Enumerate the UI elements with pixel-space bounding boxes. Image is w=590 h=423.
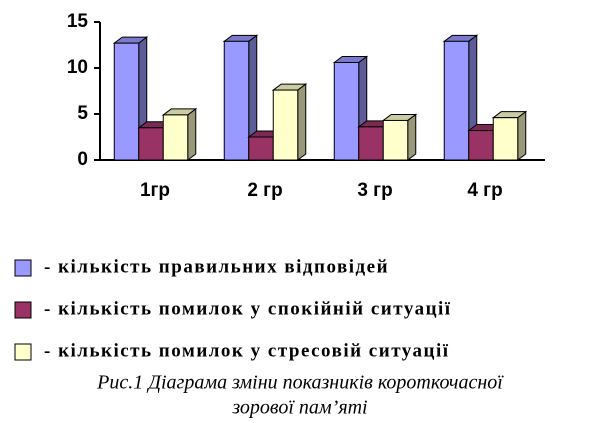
legend-label: - кількість помилок у стресовій ситуації xyxy=(44,340,450,361)
bar xyxy=(382,119,409,161)
y-tick-label: 15 xyxy=(67,11,89,32)
bar xyxy=(223,40,250,161)
bar xyxy=(443,40,470,161)
bar-side xyxy=(187,107,197,161)
bar xyxy=(113,42,140,161)
bar xyxy=(468,130,494,161)
legend-label: - кількість помилок у спокійній ситуації xyxy=(44,298,452,319)
y-tick-label: 10 xyxy=(67,57,88,78)
x-tick-label: 1гр xyxy=(140,180,170,201)
bar xyxy=(138,127,164,161)
bar xyxy=(492,117,519,161)
x-tick-label: 3 гр xyxy=(357,180,392,201)
legend-swatch xyxy=(14,301,32,319)
y-tick-label: 0 xyxy=(77,149,88,170)
y-tick-label: 5 xyxy=(77,103,88,124)
legend-label: - кількість правильних відповідей xyxy=(44,256,389,277)
caption: зорової пам’яті xyxy=(231,397,367,419)
bar xyxy=(358,126,384,161)
legend-swatch xyxy=(14,259,32,277)
bar xyxy=(272,89,299,161)
bar xyxy=(333,61,360,161)
legend-swatch xyxy=(14,343,32,361)
caption: Рис.1 Діаграма зміни показників короткоч… xyxy=(96,372,504,394)
bar-side xyxy=(297,83,307,161)
x-tick-label: 4 гр xyxy=(467,180,502,201)
bar-side xyxy=(517,110,527,161)
bar xyxy=(248,136,274,161)
bar-side xyxy=(407,113,417,161)
x-tick-label: 2 гр xyxy=(247,180,282,201)
bar xyxy=(162,114,189,161)
